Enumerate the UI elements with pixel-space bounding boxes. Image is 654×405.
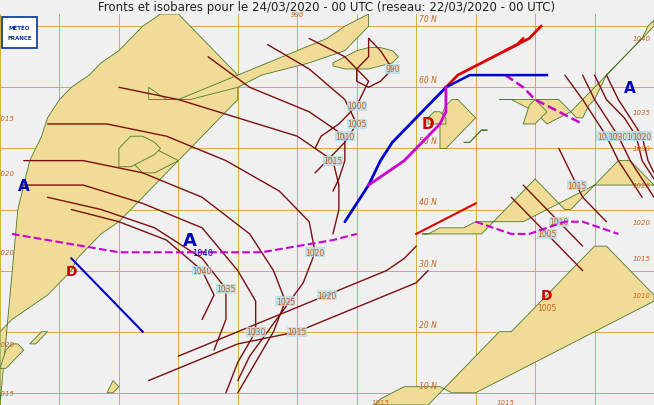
Text: 1015: 1015 bbox=[633, 256, 651, 262]
Text: 70 N: 70 N bbox=[419, 15, 437, 24]
Text: 1020: 1020 bbox=[632, 132, 652, 141]
Text: 1020: 1020 bbox=[317, 291, 337, 300]
Text: 30 N: 30 N bbox=[419, 259, 437, 268]
Text: 1020: 1020 bbox=[305, 248, 325, 257]
Text: 1035: 1035 bbox=[633, 109, 651, 115]
Text: Fronts et isobares pour le 24/03/2020 - 00 UTC (reseau: 22/03/2020 - 00 UTC): Fronts et isobares pour le 24/03/2020 - … bbox=[99, 1, 555, 14]
Text: A: A bbox=[625, 81, 636, 96]
Text: 1010: 1010 bbox=[549, 217, 568, 227]
Text: D: D bbox=[422, 117, 434, 132]
Text: 1005: 1005 bbox=[347, 120, 366, 129]
Polygon shape bbox=[523, 100, 547, 125]
Polygon shape bbox=[375, 247, 654, 405]
Text: 1035: 1035 bbox=[216, 285, 235, 294]
Text: 1040: 1040 bbox=[192, 266, 212, 275]
Text: 50 N: 50 N bbox=[419, 137, 437, 146]
Text: 1005: 1005 bbox=[538, 230, 557, 239]
Text: 1020: 1020 bbox=[0, 249, 15, 256]
Text: 1030: 1030 bbox=[633, 146, 651, 152]
Text: 1025: 1025 bbox=[276, 297, 295, 306]
Text: D: D bbox=[65, 264, 77, 278]
Text: 1010: 1010 bbox=[336, 132, 354, 141]
Polygon shape bbox=[428, 113, 446, 125]
Text: 1040: 1040 bbox=[633, 36, 651, 43]
Text: 1000: 1000 bbox=[347, 102, 366, 111]
Text: 1025: 1025 bbox=[627, 132, 645, 141]
Polygon shape bbox=[148, 15, 369, 100]
Text: 1020: 1020 bbox=[0, 341, 15, 347]
Text: 1020: 1020 bbox=[633, 219, 651, 225]
Text: D: D bbox=[542, 288, 553, 302]
Polygon shape bbox=[440, 100, 475, 149]
Text: 990: 990 bbox=[385, 65, 400, 74]
Text: FRANCE: FRANCE bbox=[7, 36, 32, 41]
Polygon shape bbox=[464, 131, 487, 143]
Text: 1035: 1035 bbox=[596, 132, 616, 141]
Text: 1020: 1020 bbox=[0, 171, 15, 177]
Text: 990: 990 bbox=[290, 12, 304, 18]
Polygon shape bbox=[107, 381, 119, 393]
Text: 10 N: 10 N bbox=[419, 381, 437, 390]
Polygon shape bbox=[333, 49, 398, 70]
Text: 20 N: 20 N bbox=[419, 320, 437, 329]
Text: 1010: 1010 bbox=[633, 292, 651, 298]
Text: 1005: 1005 bbox=[538, 303, 557, 312]
Text: 1030: 1030 bbox=[609, 132, 628, 141]
FancyBboxPatch shape bbox=[2, 18, 37, 49]
Text: 1015: 1015 bbox=[0, 390, 15, 396]
Text: 1015: 1015 bbox=[567, 181, 587, 190]
Text: 1015: 1015 bbox=[371, 399, 390, 405]
Text: 1015: 1015 bbox=[0, 115, 15, 122]
Text: 40 N: 40 N bbox=[419, 198, 437, 207]
Text: 1040: 1040 bbox=[192, 248, 213, 257]
Polygon shape bbox=[29, 332, 48, 344]
Polygon shape bbox=[119, 137, 160, 167]
Text: 1015: 1015 bbox=[496, 399, 514, 405]
Text: 1025: 1025 bbox=[633, 183, 651, 189]
Text: 1015: 1015 bbox=[323, 157, 343, 166]
Polygon shape bbox=[0, 344, 24, 369]
Text: A: A bbox=[183, 232, 198, 249]
Text: 1030: 1030 bbox=[246, 327, 266, 337]
Text: 60 N: 60 N bbox=[419, 76, 437, 85]
Text: MÉTÉO: MÉTÉO bbox=[9, 26, 30, 31]
Polygon shape bbox=[131, 149, 179, 173]
Polygon shape bbox=[500, 21, 654, 125]
Text: 1015: 1015 bbox=[288, 327, 307, 337]
Text: A: A bbox=[18, 178, 29, 193]
Polygon shape bbox=[0, 15, 238, 405]
Polygon shape bbox=[422, 161, 654, 234]
